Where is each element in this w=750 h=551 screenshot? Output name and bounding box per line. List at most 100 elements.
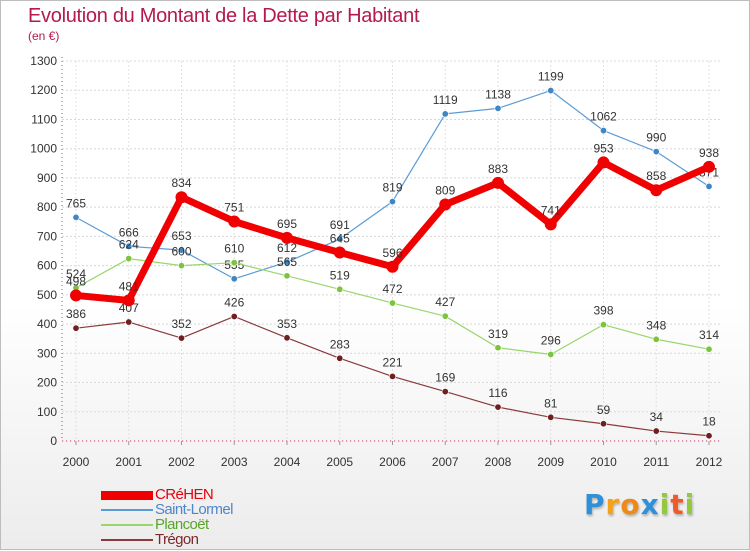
x-tick-label: 2001 bbox=[115, 455, 142, 469]
data-point-cr-hen bbox=[386, 260, 399, 273]
data-label-saint-lormel: 612 bbox=[277, 241, 297, 255]
legend-swatch bbox=[101, 524, 153, 526]
data-label-planco-t: 427 bbox=[435, 295, 455, 309]
data-label-saint-lormel: 990 bbox=[646, 131, 666, 145]
data-label-saint-lormel: 653 bbox=[171, 229, 191, 243]
y-tick-label: 900 bbox=[37, 171, 57, 185]
x-tick-label: 2007 bbox=[432, 455, 459, 469]
y-tick-label: 0 bbox=[50, 434, 57, 448]
data-point-planco-t bbox=[652, 335, 660, 343]
data-label-tr-gon: 18 bbox=[702, 415, 716, 429]
legend-swatch bbox=[101, 509, 153, 511]
data-point-tr-gon bbox=[230, 312, 238, 320]
data-point-tr-gon bbox=[599, 420, 607, 428]
data-label-saint-lormel: 1062 bbox=[590, 110, 617, 124]
data-point-saint-lormel bbox=[494, 104, 502, 112]
logo-letter: r bbox=[605, 488, 621, 521]
data-label-saint-lormel: 691 bbox=[330, 218, 350, 232]
data-label-planco-t: 314 bbox=[699, 328, 719, 342]
data-point-cr-hen bbox=[333, 246, 346, 259]
data-point-planco-t bbox=[547, 350, 555, 358]
data-label-cr-hen: 938 bbox=[699, 146, 719, 160]
data-label-planco-t: 524 bbox=[66, 267, 86, 281]
data-point-tr-gon bbox=[494, 403, 502, 411]
data-label-saint-lormel: 765 bbox=[66, 196, 86, 210]
y-tick-label: 400 bbox=[37, 317, 57, 331]
data-label-tr-gon: 221 bbox=[382, 355, 402, 369]
legend-label: Saint-Lormel bbox=[155, 501, 233, 518]
data-label-planco-t: 610 bbox=[224, 242, 244, 256]
data-label-saint-lormel: 1138 bbox=[485, 87, 511, 101]
y-tick-label: 1200 bbox=[30, 83, 57, 97]
data-label-cr-hen: 883 bbox=[488, 162, 508, 176]
data-point-cr-hen bbox=[228, 215, 241, 228]
x-tick-label: 2002 bbox=[168, 455, 195, 469]
data-point-saint-lormel bbox=[388, 198, 396, 206]
data-point-tr-gon bbox=[705, 432, 713, 440]
data-label-saint-lormel: 666 bbox=[119, 225, 139, 239]
data-label-cr-hen: 953 bbox=[593, 141, 613, 155]
data-label-planco-t: 296 bbox=[541, 333, 561, 347]
logo-letter: i bbox=[684, 488, 696, 521]
data-point-tr-gon bbox=[125, 318, 133, 326]
data-label-cr-hen: 481 bbox=[119, 279, 139, 293]
data-point-tr-gon bbox=[441, 388, 449, 396]
data-label-tr-gon: 407 bbox=[119, 301, 139, 315]
logo-letter: i bbox=[659, 488, 671, 521]
data-point-planco-t bbox=[336, 285, 344, 293]
data-label-cr-hen: 809 bbox=[435, 184, 455, 198]
data-label-cr-hen: 695 bbox=[277, 217, 297, 231]
data-point-saint-lormel bbox=[178, 246, 186, 254]
x-tick-label: 2008 bbox=[485, 455, 512, 469]
y-tick-label: 1000 bbox=[30, 142, 57, 156]
chart-title: Evolution du Montant de la Dette par Hab… bbox=[28, 5, 420, 27]
x-tick-label: 2004 bbox=[274, 455, 301, 469]
y-tick-label: 100 bbox=[37, 405, 57, 419]
data-label-tr-gon: 386 bbox=[66, 307, 86, 321]
data-point-saint-lormel bbox=[283, 258, 291, 266]
data-label-tr-gon: 81 bbox=[544, 396, 558, 410]
data-point-saint-lormel bbox=[72, 213, 80, 221]
data-point-saint-lormel bbox=[125, 242, 133, 250]
data-label-cr-hen: 858 bbox=[646, 169, 666, 183]
data-label-planco-t: 565 bbox=[277, 255, 297, 269]
data-point-cr-hen bbox=[439, 198, 452, 211]
data-label-planco-t: 519 bbox=[330, 268, 350, 282]
y-tick-label: 600 bbox=[37, 259, 57, 273]
data-point-tr-gon bbox=[283, 334, 291, 342]
data-point-saint-lormel bbox=[599, 127, 607, 135]
data-label-cr-hen: 834 bbox=[171, 176, 191, 190]
data-label-cr-hen: 498 bbox=[66, 274, 86, 288]
data-label-planco-t: 348 bbox=[646, 318, 666, 332]
y-tick-label: 300 bbox=[37, 346, 57, 360]
data-point-planco-t bbox=[441, 312, 449, 320]
data-label-tr-gon: 169 bbox=[435, 371, 455, 385]
data-label-saint-lormel: 1199 bbox=[538, 70, 564, 84]
data-point-saint-lormel bbox=[230, 275, 238, 283]
logo-letter: t bbox=[670, 488, 685, 521]
data-label-planco-t: 624 bbox=[119, 238, 139, 252]
data-label-planco-t: 472 bbox=[382, 282, 402, 296]
data-label-tr-gon: 426 bbox=[224, 295, 244, 309]
data-label-cr-hen: 645 bbox=[330, 231, 350, 245]
legend-swatch bbox=[101, 539, 153, 541]
logo-letter: x bbox=[640, 488, 660, 521]
data-label-tr-gon: 59 bbox=[597, 403, 611, 417]
data-label-cr-hen: 751 bbox=[224, 200, 244, 214]
chart-subtitle: (en €) bbox=[28, 29, 60, 43]
data-label-planco-t: 319 bbox=[488, 327, 508, 341]
data-point-planco-t bbox=[494, 344, 502, 352]
data-point-tr-gon bbox=[652, 427, 660, 435]
data-point-planco-t bbox=[388, 299, 396, 307]
legend-swatch bbox=[101, 491, 153, 500]
data-label-tr-gon: 283 bbox=[330, 337, 350, 351]
proxiti-logo: Proxiti bbox=[584, 488, 695, 521]
y-tick-label: 700 bbox=[37, 229, 57, 243]
x-tick-label: 2000 bbox=[63, 455, 90, 469]
legend-label: Trégon bbox=[155, 531, 199, 548]
x-tick-label: 2009 bbox=[537, 455, 564, 469]
data-label-saint-lormel: 1119 bbox=[433, 93, 458, 107]
data-point-planco-t bbox=[178, 262, 186, 270]
